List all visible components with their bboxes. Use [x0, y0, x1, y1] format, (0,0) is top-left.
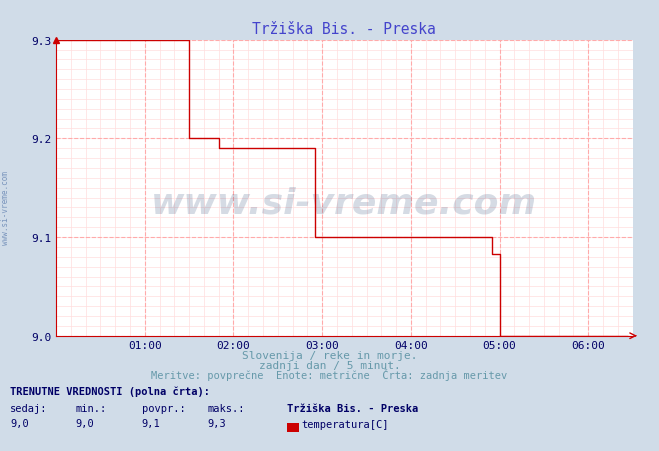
Text: min.:: min.: — [76, 403, 107, 413]
Text: Meritve: povprečne  Enote: metrične  Črta: zadnja meritev: Meritve: povprečne Enote: metrične Črta:… — [152, 368, 507, 380]
Text: povpr.:: povpr.: — [142, 403, 185, 413]
Text: 9,1: 9,1 — [142, 418, 160, 428]
Text: 9,0: 9,0 — [10, 418, 28, 428]
Title: Tržiška Bis. - Preska: Tržiška Bis. - Preska — [252, 22, 436, 37]
Text: 9,3: 9,3 — [208, 418, 226, 428]
Text: maks.:: maks.: — [208, 403, 245, 413]
Text: sedaj:: sedaj: — [10, 403, 47, 413]
Text: Slovenija / reke in morje.: Slovenija / reke in morje. — [242, 350, 417, 360]
Text: www.si-vreme.com: www.si-vreme.com — [152, 186, 537, 220]
Text: temperatura[C]: temperatura[C] — [302, 419, 389, 429]
Text: Tržiška Bis. - Preska: Tržiška Bis. - Preska — [287, 403, 418, 413]
Text: www.si-vreme.com: www.si-vreme.com — [1, 170, 10, 244]
Text: zadnji dan / 5 minut.: zadnji dan / 5 minut. — [258, 360, 401, 370]
Text: 9,0: 9,0 — [76, 418, 94, 428]
Text: TRENUTNE VREDNOSTI (polna črta):: TRENUTNE VREDNOSTI (polna črta): — [10, 386, 210, 396]
